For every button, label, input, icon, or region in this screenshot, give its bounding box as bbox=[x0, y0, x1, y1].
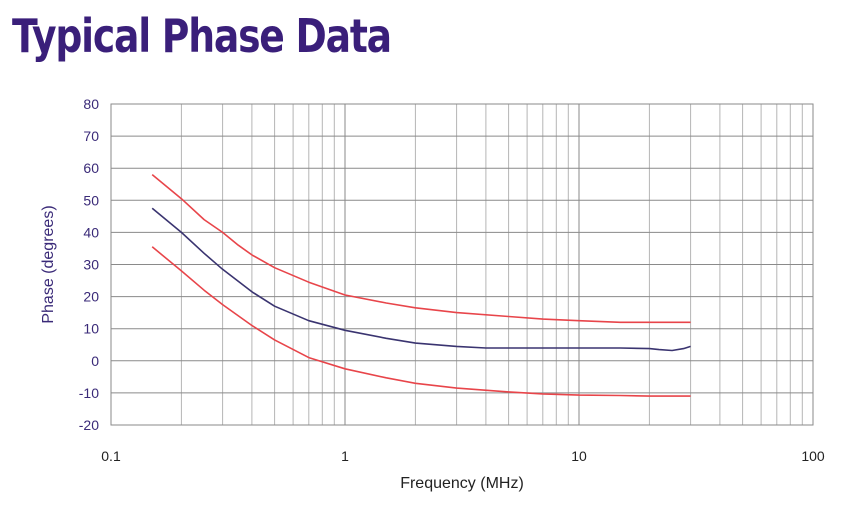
y-tick-label: 0 bbox=[91, 353, 99, 369]
x-tick-label: 0.1 bbox=[101, 448, 121, 464]
y-tick-label: 80 bbox=[83, 96, 99, 112]
x-tick-label: 100 bbox=[801, 448, 825, 464]
series-line-1 bbox=[151, 173, 691, 324]
y-tick-label: 70 bbox=[83, 128, 99, 144]
y-tick-label: 30 bbox=[83, 257, 99, 273]
y-tick-label: 50 bbox=[83, 192, 99, 208]
series-layer bbox=[151, 173, 691, 397]
page-title: Typical Phase Data bbox=[12, 9, 392, 63]
x-tick-label: 1 bbox=[341, 448, 349, 464]
y-axis-title: Phase (degrees) bbox=[40, 205, 57, 323]
y-tick-labels: -20 -10 0 10 20 30 40 50 60 70 80 bbox=[79, 96, 99, 433]
major-gridlines bbox=[111, 104, 813, 425]
y-tick-label: -20 bbox=[79, 417, 99, 433]
y-tick-label: 40 bbox=[83, 224, 99, 240]
y-tick-label: 20 bbox=[83, 289, 99, 305]
x-tick-label: 10 bbox=[571, 448, 587, 464]
y-tick-label: 60 bbox=[83, 160, 99, 176]
y-tick-label: -10 bbox=[79, 385, 99, 401]
y-tick-label: 10 bbox=[83, 321, 99, 337]
x-axis-title: Frequency (MHz) bbox=[400, 475, 524, 492]
series-line-3 bbox=[151, 246, 691, 397]
series-line-2 bbox=[151, 207, 691, 352]
x-tick-labels: 0.1 1 10 100 bbox=[101, 448, 825, 464]
plot-frame bbox=[110, 103, 814, 426]
